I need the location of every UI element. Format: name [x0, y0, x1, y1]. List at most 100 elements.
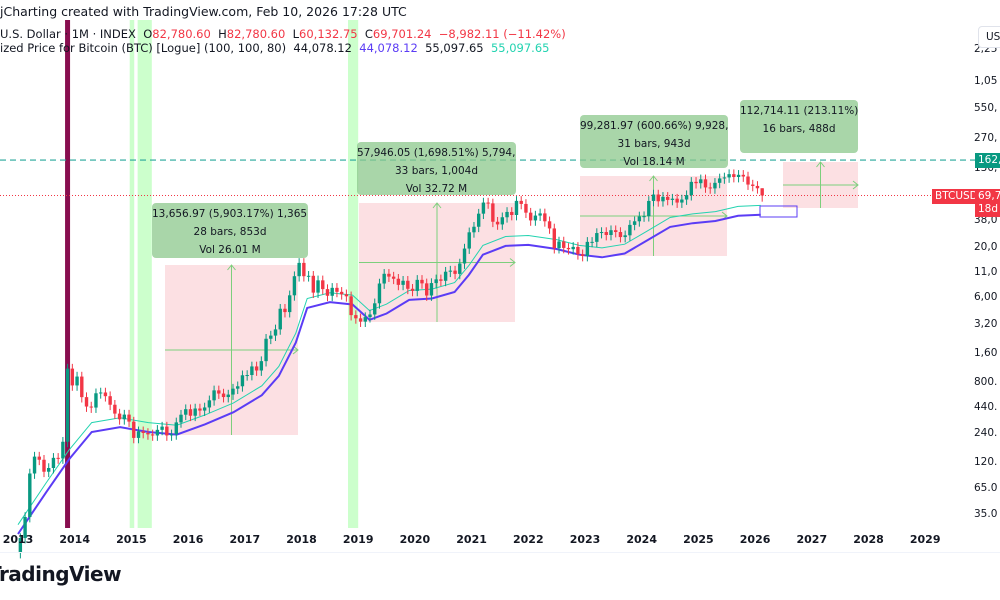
candle [37, 456, 41, 460]
price-tick: 11,0 [974, 266, 998, 279]
vertical-marker [65, 20, 71, 528]
time-tick: 2029 [909, 533, 941, 546]
candle [113, 404, 117, 414]
candle [618, 232, 623, 238]
candle [486, 202, 490, 204]
candle [117, 413, 122, 420]
candle [18, 538, 23, 554]
candle [358, 318, 363, 322]
candle [675, 198, 679, 203]
measure-label-2[interactable]: 57,946.05 (1,698.51%) 5,794,605 33 bars,… [357, 142, 516, 195]
candle [614, 230, 618, 233]
candle [56, 457, 60, 459]
divider [0, 552, 1000, 553]
candle [155, 429, 160, 436]
measure-bars: 33 bars, 1,004d [395, 165, 478, 177]
measure-change: 112,714.11 (213.11%) 11,271,411 [740, 105, 858, 117]
last-price-label: 69,7 18d [975, 189, 1000, 217]
candle [311, 275, 316, 293]
candle [694, 181, 698, 184]
candle [254, 366, 259, 371]
candle [80, 376, 84, 398]
measure-label-3[interactable]: 99,281.97 (600.66%) 9,928,197 31 bars, 9… [580, 115, 728, 168]
candle [354, 315, 358, 319]
candle [637, 216, 642, 222]
candle [363, 317, 367, 322]
price-tick: 800. [974, 376, 998, 389]
candle [396, 278, 401, 285]
change-value: −8,982.11 (−11.42%) [438, 27, 566, 41]
symbol-info[interactable]: U.S. Dollar · 1M · INDEX [0, 27, 136, 41]
candle [231, 388, 235, 395]
price-tick: 240. [974, 426, 998, 439]
candle [61, 441, 65, 459]
highlight-band [137, 20, 152, 528]
candle [325, 289, 330, 296]
candle [453, 270, 457, 274]
projection-box [759, 205, 798, 218]
candle [443, 271, 448, 281]
candle [240, 375, 245, 387]
time-tick: 2017 [229, 533, 261, 546]
candle [576, 246, 580, 255]
indicator-value-1: 44,078.12 [293, 41, 352, 55]
candle [462, 248, 467, 264]
time-tick: 2027 [796, 533, 828, 546]
candle [623, 235, 627, 238]
candle [481, 202, 486, 214]
candle [160, 426, 164, 430]
time-tick: 2025 [683, 533, 714, 546]
candle [552, 228, 556, 249]
candle [150, 434, 155, 436]
candle [297, 262, 301, 277]
candle [439, 279, 443, 281]
candle [32, 456, 37, 474]
candle [23, 517, 27, 539]
candle [89, 406, 93, 408]
candle [713, 182, 717, 189]
candle [557, 241, 561, 249]
candle [580, 254, 585, 256]
candle [519, 200, 523, 204]
candle [689, 181, 694, 196]
candle [330, 287, 334, 296]
time-tick: 2022 [512, 533, 544, 546]
candle [514, 200, 519, 215]
candle [722, 177, 727, 179]
candle [184, 409, 188, 415]
close-value: 69,701.24 [372, 27, 432, 41]
candle [212, 390, 216, 401]
price-tick: 35.0 [974, 507, 998, 520]
arrow-head-icon [649, 175, 658, 182]
low-label: L [292, 27, 300, 41]
tradingview-logo[interactable]: TradingView [0, 562, 122, 586]
candle [415, 279, 419, 291]
candle [306, 275, 311, 277]
time-tick: 2023 [569, 533, 601, 546]
measure-label-4[interactable]: 112,714.11 (213.11%) 11,271,411 16 bars,… [740, 100, 858, 153]
candle [505, 211, 509, 218]
high-value: 82,780.60 [226, 27, 286, 41]
candle [647, 200, 651, 217]
candle [736, 174, 741, 178]
candle [491, 203, 495, 222]
candle [571, 246, 575, 250]
candle [165, 426, 169, 436]
close-label: C [364, 27, 373, 41]
indicator-name[interactable]: ized Price for Bitcoin (BTC) [Logue] (10… [0, 41, 287, 55]
candle [382, 273, 386, 284]
candle [269, 335, 273, 339]
measure-label-1[interactable]: 13,656.97 (5,903.17%) 1,365,697 28 bars,… [152, 203, 308, 258]
indicator-value-3: 55,097.65 [425, 41, 484, 55]
candle [94, 393, 98, 408]
candle [287, 295, 292, 313]
time-tick: 2019 [342, 533, 374, 546]
open-value: 82,780.60 [152, 27, 211, 41]
price-tick: 270, [974, 131, 998, 144]
time-tick: 2028 [853, 533, 884, 546]
candle [684, 195, 689, 200]
candle [28, 473, 32, 518]
currency-button[interactable]: USD [978, 26, 1000, 48]
indicator-value-4: 55,097.65 [490, 41, 550, 55]
